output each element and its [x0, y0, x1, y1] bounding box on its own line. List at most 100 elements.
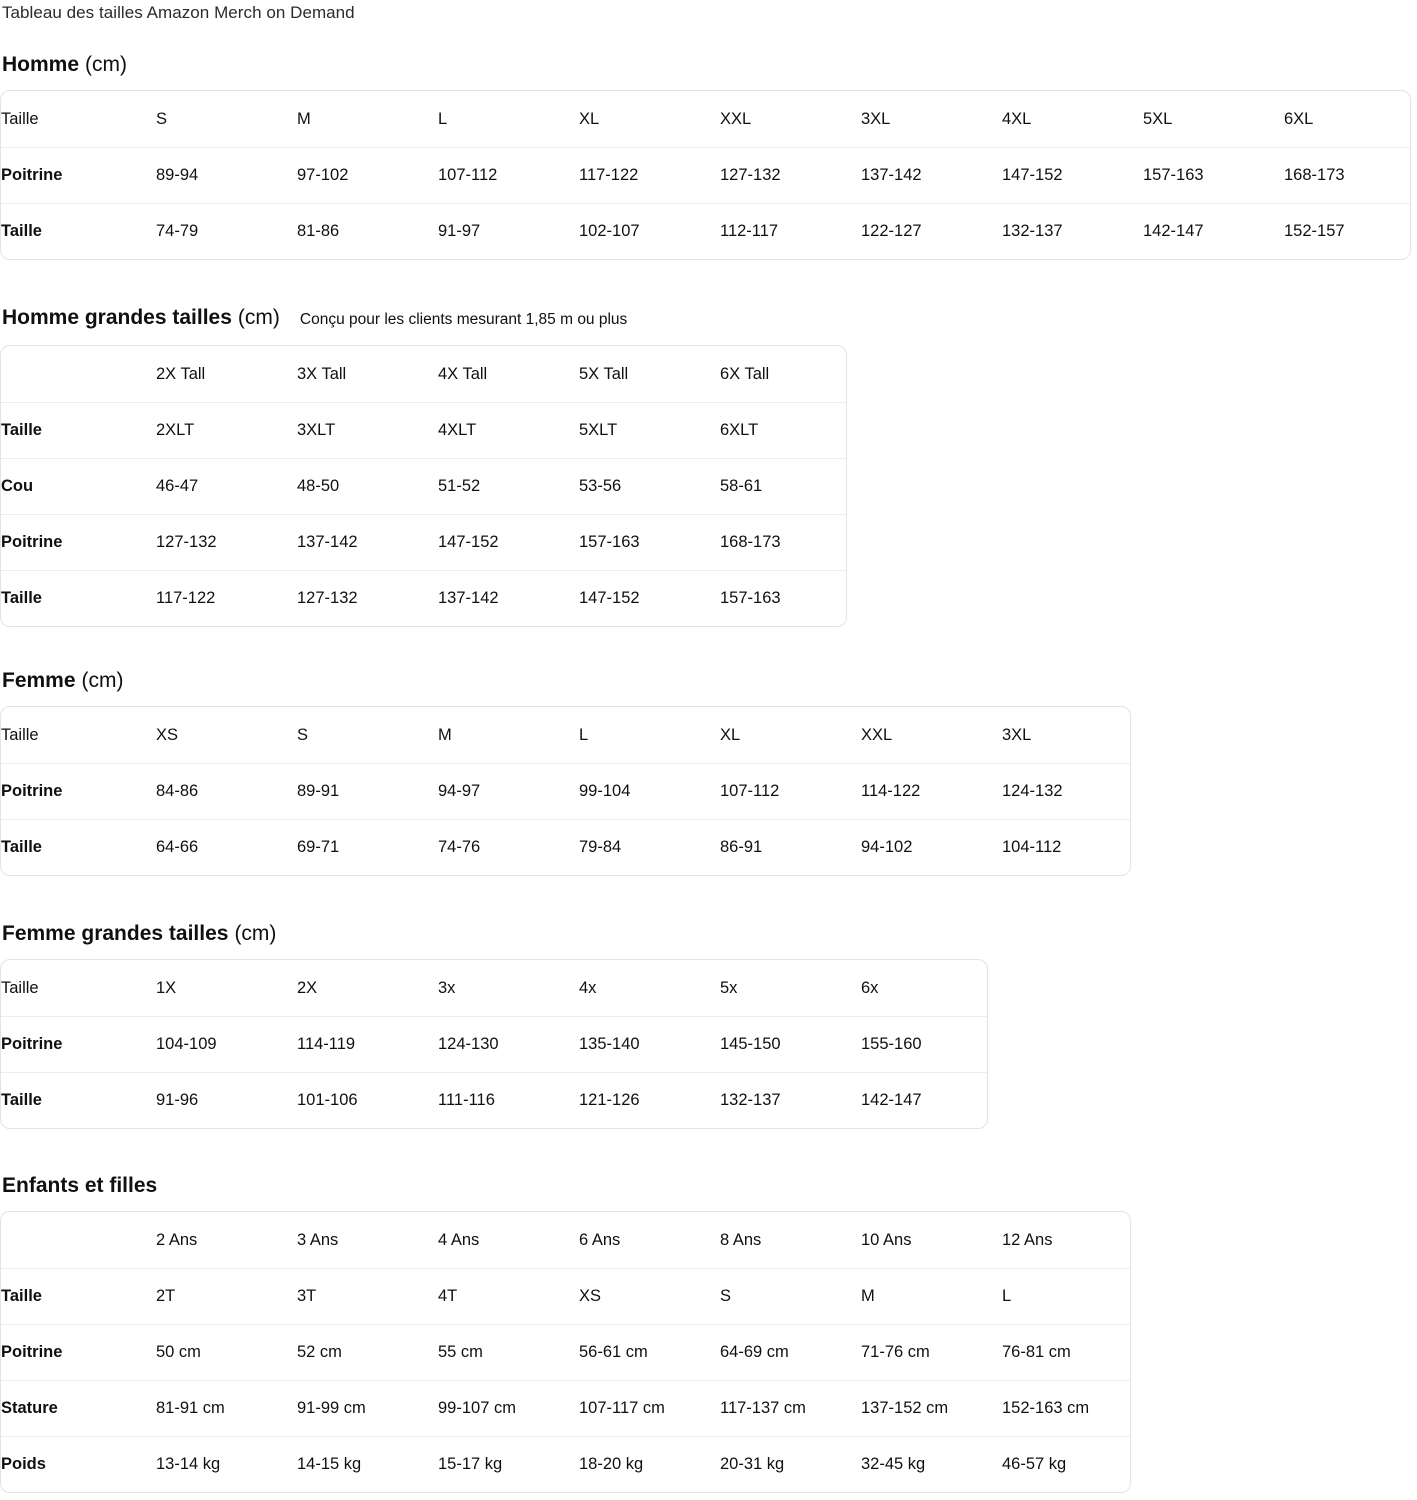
table-cell: 121-126 [579, 1071, 720, 1128]
table-cell: 168-173 [1284, 146, 1410, 203]
table-header-row: Taille S M L XL XXL 3XL 4XL 5XL 6XL [1, 91, 1410, 147]
row-label: Poitrine [1, 513, 156, 570]
table-homme: Taille S M L XL XXL 3XL 4XL 5XL 6XL Poit… [0, 90, 1411, 260]
column-header: 6X Tall [720, 364, 770, 383]
section-unit: (cm) [234, 922, 277, 945]
table-cell: 4T [438, 1267, 579, 1324]
table-cell: 20-31 kg [720, 1435, 861, 1492]
table-cell: 46-47 [156, 457, 297, 514]
table-row: Poitrine 104-109 114-119 124-130 135-140… [1, 1015, 987, 1072]
column-header: 5XL [1143, 109, 1173, 128]
column-header: 4X Tall [438, 364, 488, 383]
section-title: Homme [2, 53, 80, 76]
table-row: Poids 13-14 kg 14-15 kg 15-17 kg 18-20 k… [1, 1435, 1130, 1492]
column-header [1, 346, 156, 402]
table-cell: 53-56 [579, 457, 720, 514]
column-header: S [297, 725, 309, 744]
section-heading-femme-grandes-tailles: Femme grandes tailles (cm) [0, 921, 988, 947]
table-cell: 127-132 [297, 569, 438, 626]
row-label: Taille [1, 569, 156, 626]
table-cell: 124-132 [1002, 762, 1130, 819]
table-cell: 132-137 [1002, 202, 1143, 259]
table-cell: 127-132 [156, 513, 297, 570]
table-cell: 50 cm [156, 1323, 297, 1380]
section-unit: (cm) [237, 306, 280, 329]
table-cell: 147-152 [1002, 146, 1143, 203]
section-unit: (cm) [81, 669, 124, 692]
section-homme: Homme (cm) Taille S M L XL XXL 3XL 4XL 5… [0, 52, 1411, 260]
column-header: 6x [861, 978, 879, 997]
table-cell: 99-107 cm [438, 1379, 579, 1436]
row-label: Poitrine [1, 1323, 156, 1380]
table-cell: 4XLT [438, 401, 579, 458]
column-header: Taille [1, 725, 39, 744]
table-cell: 137-142 [297, 513, 438, 570]
table-row: Taille 2T 3T 4T XS S M L [1, 1267, 1130, 1324]
table-cell: 107-112 [438, 146, 579, 203]
column-header: 3X Tall [297, 364, 347, 383]
table-cell: 79-84 [579, 818, 720, 875]
table-cell: 46-57 kg [1002, 1435, 1130, 1492]
row-label: Cou [1, 457, 156, 514]
table-cell: 71-76 cm [861, 1323, 1002, 1380]
column-header: 2X Tall [156, 364, 206, 383]
column-header: 3XL [1002, 725, 1032, 744]
row-label: Poids [1, 1435, 156, 1492]
table-cell: 51-52 [438, 457, 579, 514]
table-cell: 142-147 [1143, 202, 1284, 259]
table-cell: 2XLT [156, 401, 297, 458]
table-row: Taille 74-79 81-86 91-97 102-107 112-117… [1, 202, 1410, 259]
row-label: Taille [1, 1071, 156, 1128]
table-cell: 32-45 kg [861, 1435, 1002, 1492]
table-cell: 15-17 kg [438, 1435, 579, 1492]
table-cell: 117-137 cm [720, 1379, 861, 1436]
table-cell: 127-132 [720, 146, 861, 203]
size-table-homme: Taille S M L XL XXL 3XL 4XL 5XL 6XL Poit… [1, 91, 1410, 259]
table-cell: 18-20 kg [579, 1435, 720, 1492]
column-header: L [438, 109, 448, 128]
table-cell: 142-147 [861, 1071, 987, 1128]
table-cell: 145-150 [720, 1015, 861, 1072]
table-cell: 94-102 [861, 818, 1002, 875]
table-cell: 97-102 [297, 146, 438, 203]
row-label: Taille [1, 401, 156, 458]
table-header-row: Taille XS S M L XL XXL 3XL [1, 707, 1130, 763]
table-header-row: 2 Ans 3 Ans 4 Ans 6 Ans 8 Ans 10 Ans 12 … [1, 1212, 1130, 1268]
column-header: 4x [579, 978, 597, 997]
column-header: S [156, 109, 168, 128]
size-table-homme-tall: 2X Tall 3X Tall 4X Tall 5X Tall 6X Tall … [1, 346, 846, 626]
row-label: Poitrine [1, 1015, 156, 1072]
column-header: 3XL [861, 109, 891, 128]
table-cell: 89-94 [156, 146, 297, 203]
row-label: Taille [1, 202, 156, 259]
table-cell: 168-173 [720, 513, 846, 570]
table-cell: 157-163 [720, 569, 846, 626]
table-cell: 104-112 [1002, 818, 1130, 875]
table-row: Taille 2XLT 3XLT 4XLT 5XLT 6XLT [1, 401, 846, 458]
section-heading-femme: Femme (cm) [0, 668, 1131, 694]
column-header: Taille [1, 978, 39, 997]
table-row: Cou 46-47 48-50 51-52 53-56 58-61 [1, 457, 846, 514]
table-cell: 52 cm [297, 1323, 438, 1380]
table-row: Stature 81-91 cm 91-99 cm 99-107 cm 107-… [1, 1379, 1130, 1436]
table-cell: 48-50 [297, 457, 438, 514]
table-femme: Taille XS S M L XL XXL 3XL Poitrine 84-8… [0, 706, 1131, 876]
table-row: Poitrine 50 cm 52 cm 55 cm 56-61 cm 64-6… [1, 1323, 1130, 1380]
table-row: Taille 117-122 127-132 137-142 147-152 1… [1, 569, 846, 626]
table-enfants: 2 Ans 3 Ans 4 Ans 6 Ans 8 Ans 10 Ans 12 … [0, 1211, 1131, 1493]
column-header: 12 Ans [1002, 1230, 1053, 1249]
table-cell: 84-86 [156, 762, 297, 819]
table-cell: L [1002, 1267, 1130, 1324]
section-heading-homme: Homme (cm) [0, 52, 1411, 78]
column-header: 4XL [1002, 109, 1032, 128]
table-cell: 132-137 [720, 1071, 861, 1128]
table-cell: 117-122 [156, 569, 297, 626]
table-row: Poitrine 84-86 89-91 94-97 99-104 107-11… [1, 762, 1130, 819]
table-cell: 107-117 cm [579, 1379, 720, 1436]
column-header: M [297, 109, 311, 128]
document-title-block: Tableau des tailles Amazon Merch on Dema… [0, 0, 355, 24]
table-cell: 111-116 [438, 1071, 579, 1128]
section-title: Femme [2, 669, 76, 692]
table-cell: 135-140 [579, 1015, 720, 1072]
